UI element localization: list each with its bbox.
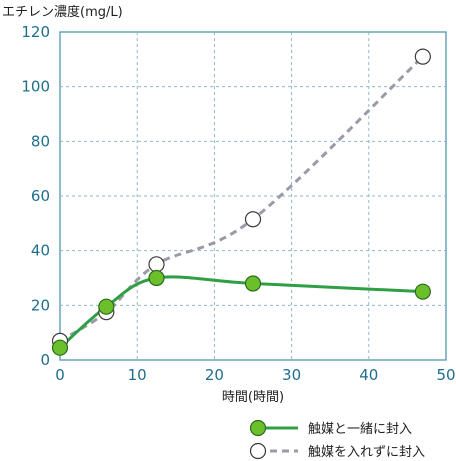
y-tick-label: 0 (40, 351, 50, 369)
data-point (51, 339, 69, 356)
data-point (414, 48, 431, 65)
data-point (414, 283, 431, 300)
x-tick-labels: 0 10 20 30 40 50 (55, 366, 455, 384)
x-tick-label: 10 (128, 366, 147, 384)
x-tick-label: 20 (205, 366, 224, 384)
y-tick-labels: 0 20 40 60 80 100 120 (21, 23, 50, 369)
y-tick-label: 120 (21, 23, 50, 41)
x-tick-label: 30 (282, 366, 301, 384)
y-tick-label: 80 (31, 132, 50, 150)
y-tick-label: 20 (31, 296, 50, 314)
x-tick-label: 0 (55, 366, 65, 384)
y-tick-label: 60 (31, 187, 50, 205)
y-axis-label: エチレン濃度(mg/L) (2, 4, 123, 20)
gridlines (60, 32, 446, 360)
legend-marker (249, 419, 267, 437)
data-point (148, 256, 165, 273)
x-axis-label: 時間(時間) (222, 390, 284, 405)
y-tick-label: 40 (31, 242, 50, 260)
data-point (244, 275, 262, 292)
x-tick-label: 50 (436, 366, 455, 384)
series-points (51, 48, 431, 356)
legend-label: 触媒と一緒に封入 (308, 422, 412, 437)
x-tick-label: 40 (359, 366, 378, 384)
data-point (244, 211, 262, 228)
legend-label: 触媒を入れずに封入 (308, 445, 425, 460)
data-point (98, 298, 115, 315)
data-point (148, 269, 165, 287)
legend-marker (249, 442, 267, 460)
y-tick-label: 100 (21, 78, 50, 96)
